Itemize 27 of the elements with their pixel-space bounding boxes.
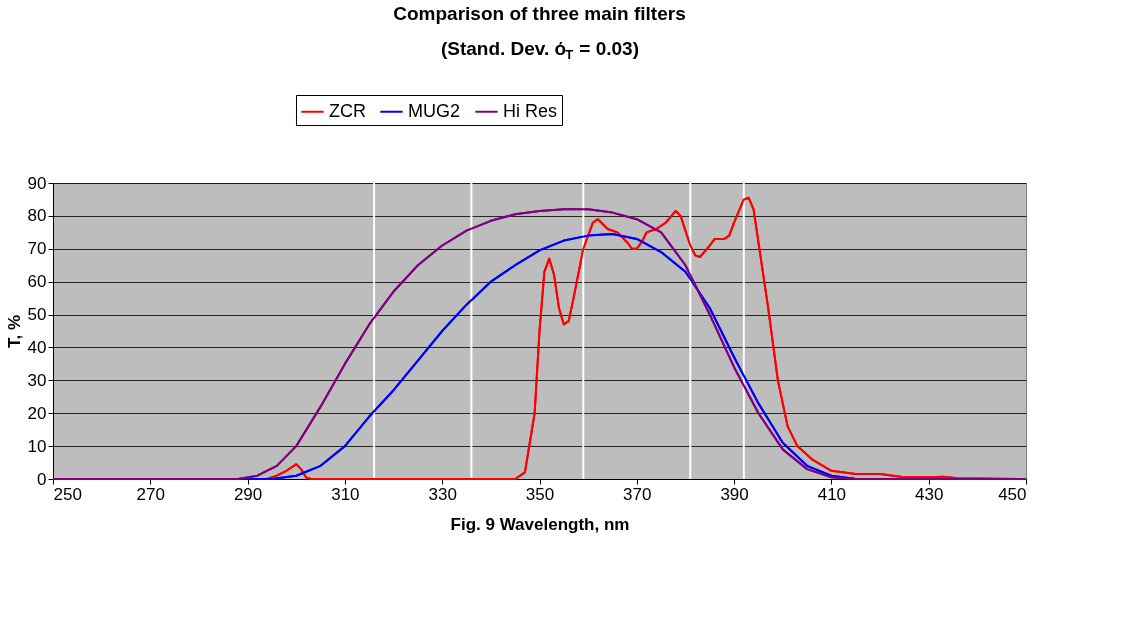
y-tick-label: 40 (27, 337, 47, 357)
legend-label: MUG2 (408, 100, 461, 121)
x-tick-label: 350 (525, 484, 555, 504)
x-tick-label: 290 (233, 484, 263, 504)
x-tick-label: 310 (331, 484, 360, 504)
x-tick-label: 450 (998, 484, 1027, 504)
y-tick-label: 80 (27, 206, 47, 226)
x-tick-label: 270 (136, 484, 165, 504)
y-axis-title: T, % (4, 314, 24, 349)
chart-title: Comparison of three main filters (393, 3, 686, 24)
y-tick-label: 0 (37, 469, 47, 489)
y-tick-label: 50 (27, 305, 47, 325)
x-axis-title: Fig. 9 Wavelength, nm (450, 514, 630, 534)
legend-label: Hi Res (503, 100, 558, 121)
x-tick-label: 390 (720, 484, 749, 504)
y-tick-label: 30 (27, 370, 47, 390)
y-tick-label: 60 (27, 272, 47, 292)
y-tick-label: 20 (27, 403, 47, 423)
x-tick-label: 330 (428, 484, 457, 504)
x-tick-label: 370 (623, 484, 652, 504)
x-tick-label: 250 (53, 484, 82, 504)
y-tick-label: 10 (27, 436, 47, 456)
y-tick-label: 70 (27, 239, 47, 259)
x-tick-label: 410 (817, 484, 847, 504)
x-tick-label: 430 (915, 484, 944, 504)
legend-label: ZCR (329, 100, 366, 121)
y-tick-label: 90 (27, 173, 47, 193)
